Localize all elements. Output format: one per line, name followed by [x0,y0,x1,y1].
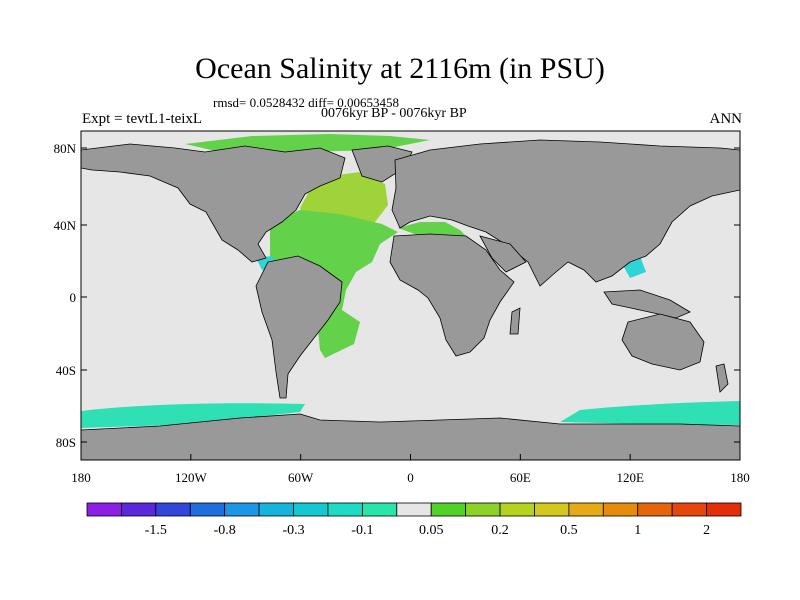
colorbar-label: -0.8 [214,523,236,538]
longitude-axis: 180 120W 60W 0 60E 120E 180 [71,454,750,485]
colorbar-swatch [258,502,294,517]
colorbar-label: 0.2 [491,523,509,538]
colorbar-swatch [396,502,432,517]
antarctica [81,413,740,460]
lon-label: 60W [288,470,314,485]
colorbar-label: -0.3 [282,523,304,538]
colorbar-label: 2 [703,523,710,538]
lat-label: 0 [70,290,77,305]
lon-label: 180 [71,470,91,485]
maritime-continent [603,289,691,319]
new-zealand [715,363,729,393]
eurasia [391,139,740,287]
period-label: 0076kyr BP - 0076kyr BP [321,106,467,121]
colorbar-swatch [224,502,260,517]
colorbar-swatch [189,502,226,517]
season-label: ANN [709,111,743,127]
chart-title: Ocean Salinity at 2116m (in PSU) [195,52,605,85]
lat-label: 80S [56,435,76,450]
lat-label: 40N [54,218,77,233]
colorbar-swatch [637,502,673,517]
colorbar-swatch [499,502,535,517]
colorbar-swatch [465,502,501,517]
colorbar-swatch [155,502,191,517]
colorbar-label: 1 [634,523,641,538]
experiment-label: Expt = tevtL1-teixL [82,111,203,127]
north-america [81,143,346,263]
stats-line: rmsd= 0.0528432 diff= 0.00653458 [213,95,399,110]
south-america [255,255,343,399]
colorbar-swatch [361,502,398,517]
latitude-axis: 80N 40N 0 40S 80S [54,141,740,450]
colorbar-swatch [430,502,467,517]
lon-label: 60E [510,470,531,485]
southern-ocean-band [81,403,305,428]
colorbar: -1.5 -0.8 -0.3 -0.1 0.05 0.2 0.5 1 2 [86,502,742,538]
africa [389,233,515,357]
lat-label: 80N [54,141,77,156]
lon-label: 120W [175,470,208,485]
colorbar-label: -0.1 [351,523,373,538]
colorbar-swatch [671,502,707,517]
colorbar-swatch [602,502,639,517]
lon-label: 180 [730,470,750,485]
colorbar-swatch [327,502,363,517]
colorbar-swatch [534,502,570,517]
colorbar-label: -1.5 [145,523,167,538]
lat-label: 40S [56,363,76,378]
colorbar-swatch [568,502,604,517]
colorbar-swatch [121,502,157,517]
map-panel [81,131,740,460]
lon-label: 120E [616,470,644,485]
southern-ocean-band-east [560,401,740,425]
colorbar-swatch [293,502,329,517]
colorbar-label: 0.5 [560,523,578,538]
australia [621,313,705,371]
lon-label: 0 [407,470,414,485]
colorbar-label: 0.05 [419,523,444,538]
madagascar [509,307,521,335]
land-masses [81,139,740,460]
arabia [479,235,527,273]
colorbar-swatch [706,502,742,517]
colorbar-swatch [86,502,122,517]
